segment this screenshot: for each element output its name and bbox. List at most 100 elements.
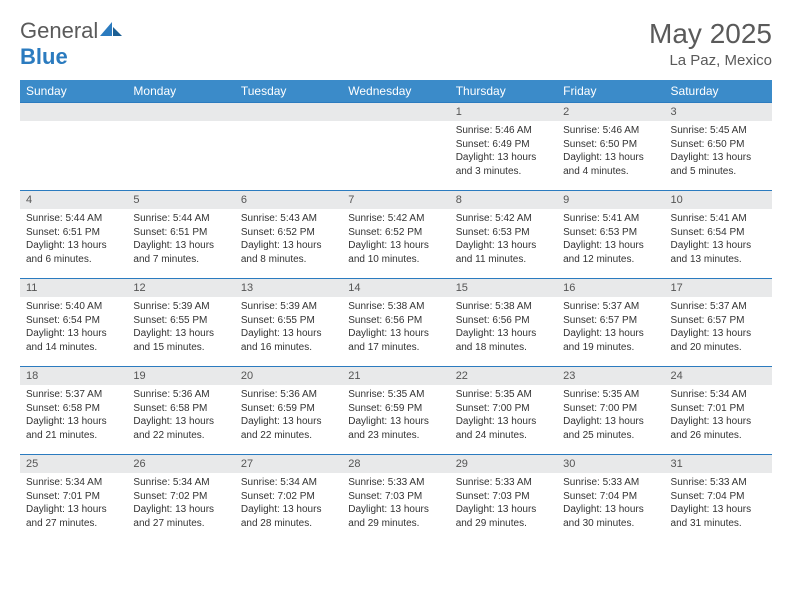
day-data: Sunrise: 5:33 AMSunset: 7:03 PMDaylight:… [342, 473, 449, 536]
calendar-cell: 19Sunrise: 5:36 AMSunset: 6:58 PMDayligh… [127, 367, 234, 455]
day-data: Sunrise: 5:33 AMSunset: 7:04 PMDaylight:… [665, 473, 772, 536]
daylight-line: Daylight: 13 hours and 13 minutes. [671, 239, 766, 266]
day-data: Sunrise: 5:42 AMSunset: 6:52 PMDaylight:… [342, 209, 449, 272]
sunset-line: Sunset: 6:56 PM [456, 314, 551, 328]
day-data: Sunrise: 5:39 AMSunset: 6:55 PMDaylight:… [235, 297, 342, 360]
calendar-cell: 22 Sunrise: 5:35 AMSunset: 7:00 PMDayligh… [450, 367, 557, 455]
sunrise-line: Sunrise: 5:46 AM [563, 124, 658, 138]
sunset-line: Sunset: 7:03 PM [456, 490, 551, 504]
sunrise-line: Sunrise: 5:34 AM [241, 476, 336, 490]
weekday-header: Sunday [20, 80, 127, 103]
day-number: 15 [450, 279, 557, 297]
sunset-line: Sunset: 6:56 PM [348, 314, 443, 328]
day-data: Sunrise: 5:46 AMSunset: 6:49 PMDaylight:… [450, 121, 557, 184]
sunrise-line: Sunrise: 5:44 AM [133, 212, 228, 226]
calendar-body: 1Sunrise: 5:46 AMSunset: 6:49 PMDaylight… [20, 103, 772, 543]
day-number: 27 [235, 455, 342, 473]
daylight-line: Daylight: 13 hours and 15 minutes. [133, 327, 228, 354]
calendar-cell: 7Sunrise: 5:42 AMSunset: 6:52 PMDaylight… [342, 191, 449, 279]
weekday-header: Tuesday [235, 80, 342, 103]
calendar-row: 4Sunrise: 5:44 AMSunset: 6:51 PMDaylight… [20, 191, 772, 279]
daylight-line: Daylight: 13 hours and 22 minutes. [133, 415, 228, 442]
day-data: Sunrise: 5:38 AMSunset: 6:56 PMDaylight:… [450, 297, 557, 360]
day-data: Sunrise: 5:34 AMSunset: 7:01 PMDaylight:… [665, 385, 772, 448]
sunrise-line: Sunrise: 5:34 AM [26, 476, 121, 490]
daylight-line: Daylight: 13 hours and 18 minutes. [456, 327, 551, 354]
calendar-cell [20, 103, 127, 191]
day-number: 1 [450, 103, 557, 121]
day-number: 25 [20, 455, 127, 473]
daylight-line: Daylight: 13 hours and 29 minutes. [348, 503, 443, 530]
day-data: Sunrise: 5:37 AMSunset: 6:58 PMDaylight:… [20, 385, 127, 448]
sunset-line: Sunset: 7:00 PM [456, 402, 551, 416]
calendar-cell: 25Sunrise: 5:34 AMSunset: 7:01 PMDayligh… [20, 455, 127, 543]
calendar-cell: 4Sunrise: 5:44 AMSunset: 6:51 PMDaylight… [20, 191, 127, 279]
sunset-line: Sunset: 7:04 PM [563, 490, 658, 504]
day-data: Sunrise: 5:45 AMSunset: 6:50 PMDaylight:… [665, 121, 772, 184]
sunrise-line: Sunrise: 5:36 AM [133, 388, 228, 402]
day-number: 26 [127, 455, 234, 473]
sunrise-line: Sunrise: 5:35 AM [456, 388, 551, 402]
day-number: 14 [342, 279, 449, 297]
day-number: 4 [20, 191, 127, 209]
daylight-line: Daylight: 13 hours and 12 minutes. [563, 239, 658, 266]
sunset-line: Sunset: 6:51 PM [133, 226, 228, 240]
calendar-cell: 23Sunrise: 5:35 AMSunset: 7:00 PMDayligh… [557, 367, 664, 455]
sunset-line: Sunset: 6:57 PM [563, 314, 658, 328]
calendar-cell: 15Sunrise: 5:38 AMSunset: 6:56 PMDayligh… [450, 279, 557, 367]
calendar-cell: 18Sunrise: 5:37 AMSunset: 6:58 PMDayligh… [20, 367, 127, 455]
daylight-line: Daylight: 13 hours and 16 minutes. [241, 327, 336, 354]
daylight-line: Daylight: 13 hours and 31 minutes. [671, 503, 766, 530]
sunrise-line: Sunrise: 5:41 AM [563, 212, 658, 226]
sunset-line: Sunset: 7:02 PM [241, 490, 336, 504]
day-number: 2 [557, 103, 664, 121]
sunset-line: Sunset: 6:50 PM [563, 138, 658, 152]
calendar-cell: 21Sunrise: 5:35 AMSunset: 6:59 PMDayligh… [342, 367, 449, 455]
day-data: Sunrise: 5:35 AMSunset: 6:59 PMDaylight:… [342, 385, 449, 448]
sunrise-line: Sunrise: 5:43 AM [241, 212, 336, 226]
daylight-line: Daylight: 13 hours and 24 minutes. [456, 415, 551, 442]
header: GeneralBlue May 2025 La Paz, Mexico [20, 18, 772, 70]
day-data: Sunrise: 5:34 AMSunset: 7:02 PMDaylight:… [235, 473, 342, 536]
calendar-cell: 12Sunrise: 5:39 AMSunset: 6:55 PMDayligh… [127, 279, 234, 367]
sunset-line: Sunset: 7:00 PM [563, 402, 658, 416]
calendar-cell: 1Sunrise: 5:46 AMSunset: 6:49 PMDaylight… [450, 103, 557, 191]
calendar-cell: 13Sunrise: 5:39 AMSunset: 6:55 PMDayligh… [235, 279, 342, 367]
calendar-cell: 28Sunrise: 5:33 AMSunset: 7:03 PMDayligh… [342, 455, 449, 543]
daylight-line: Daylight: 13 hours and 27 minutes. [133, 503, 228, 530]
daylight-line: Daylight: 13 hours and 22 minutes. [241, 415, 336, 442]
day-data: Sunrise: 5:44 AMSunset: 6:51 PMDaylight:… [127, 209, 234, 272]
sunset-line: Sunset: 6:51 PM [26, 226, 121, 240]
calendar-cell: 27Sunrise: 5:34 AMSunset: 7:02 PMDayligh… [235, 455, 342, 543]
sunset-line: Sunset: 6:55 PM [241, 314, 336, 328]
weekday-header-row: SundayMondayTuesdayWednesdayThursdayFrid… [20, 80, 772, 103]
day-number: 23 [557, 367, 664, 385]
title-block: May 2025 La Paz, Mexico [649, 18, 772, 69]
sunrise-line: Sunrise: 5:33 AM [563, 476, 658, 490]
sunrise-line: Sunrise: 5:36 AM [241, 388, 336, 402]
day-number: 24 [665, 367, 772, 385]
day-number: 6 [235, 191, 342, 209]
calendar-row: 25Sunrise: 5:34 AMSunset: 7:01 PMDayligh… [20, 455, 772, 543]
calendar-cell: 5Sunrise: 5:44 AMSunset: 6:51 PMDaylight… [127, 191, 234, 279]
day-number: 21 [342, 367, 449, 385]
day-data: Sunrise: 5:33 AMSunset: 7:04 PMDaylight:… [557, 473, 664, 536]
calendar-row: 1Sunrise: 5:46 AMSunset: 6:49 PMDaylight… [20, 103, 772, 191]
calendar-cell: 9Sunrise: 5:41 AMSunset: 6:53 PMDaylight… [557, 191, 664, 279]
daylight-line: Daylight: 13 hours and 19 minutes. [563, 327, 658, 354]
logo-sail-icon [98, 20, 124, 38]
day-data: Sunrise: 5:41 AMSunset: 6:54 PMDaylight:… [665, 209, 772, 272]
weekday-header: Thursday [450, 80, 557, 103]
calendar-table: SundayMondayTuesdayWednesdayThursdayFrid… [20, 80, 772, 543]
daylight-line: Daylight: 13 hours and 3 minutes. [456, 151, 551, 178]
sunset-line: Sunset: 7:03 PM [348, 490, 443, 504]
day-number: 22 [450, 367, 557, 385]
daylight-line: Daylight: 13 hours and 11 minutes. [456, 239, 551, 266]
daylight-line: Daylight: 13 hours and 29 minutes. [456, 503, 551, 530]
calendar-cell [127, 103, 234, 191]
daylight-line: Daylight: 13 hours and 28 minutes. [241, 503, 336, 530]
day-data: Sunrise: 5:41 AMSunset: 6:53 PMDaylight:… [557, 209, 664, 272]
sunset-line: Sunset: 6:57 PM [671, 314, 766, 328]
sunset-line: Sunset: 7:01 PM [671, 402, 766, 416]
sunrise-line: Sunrise: 5:34 AM [671, 388, 766, 402]
